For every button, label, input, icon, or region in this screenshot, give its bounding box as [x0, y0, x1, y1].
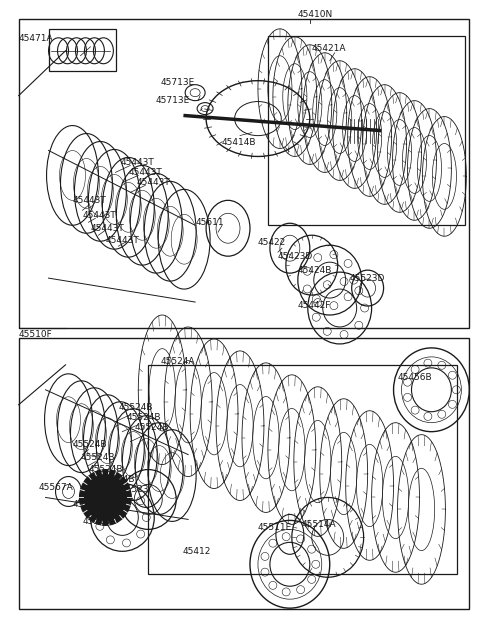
Text: 45423D: 45423D: [278, 252, 313, 261]
Text: 45523: 45523: [120, 485, 149, 494]
Text: 45443T: 45443T: [106, 235, 139, 245]
Text: 45511E: 45511E: [258, 523, 292, 532]
Text: 45524B: 45524B: [88, 465, 123, 474]
Text: 45443T: 45443T: [128, 168, 162, 177]
Text: 45410N: 45410N: [298, 10, 333, 20]
Text: 45443T: 45443T: [136, 178, 170, 187]
Text: 45523D: 45523D: [350, 273, 385, 282]
Bar: [268, 36, 465, 225]
Text: 45524B: 45524B: [81, 453, 115, 462]
Text: 45421A: 45421A: [312, 44, 346, 53]
Bar: [19, 19, 469, 328]
Text: 45471A: 45471A: [19, 34, 53, 43]
Text: 45412: 45412: [182, 547, 211, 556]
Text: 45524B: 45524B: [119, 403, 153, 412]
Text: 45524A: 45524A: [160, 358, 195, 367]
Text: 45442F: 45442F: [298, 301, 331, 310]
Bar: [48, 29, 116, 71]
Text: 45524B: 45524B: [100, 475, 135, 484]
Text: 45443T: 45443T: [120, 158, 154, 167]
Text: 45567A: 45567A: [38, 483, 73, 492]
Text: 45443T: 45443T: [90, 223, 124, 233]
Text: 45510F: 45510F: [19, 330, 52, 339]
Text: 45524B: 45524B: [126, 413, 161, 422]
Text: 45443T: 45443T: [83, 211, 116, 220]
Bar: [148, 365, 457, 574]
Text: 45524B: 45524B: [72, 440, 107, 449]
Text: 45424B: 45424B: [298, 266, 332, 275]
Text: 45524C: 45524C: [83, 517, 117, 526]
Text: 45542D: 45542D: [72, 500, 108, 509]
Text: 45422: 45422: [258, 238, 286, 247]
Text: 45611: 45611: [195, 218, 224, 227]
Text: 45414B: 45414B: [222, 138, 256, 147]
Text: 45443T: 45443T: [72, 196, 106, 205]
Ellipse shape: [80, 470, 132, 525]
Text: 45524B: 45524B: [134, 423, 169, 432]
Bar: [19, 338, 469, 609]
Text: 45456B: 45456B: [397, 373, 432, 382]
Text: 45713E: 45713E: [155, 96, 190, 105]
Ellipse shape: [93, 484, 119, 511]
Text: 45514A: 45514A: [302, 520, 336, 529]
Text: 45713E: 45713E: [160, 78, 194, 87]
